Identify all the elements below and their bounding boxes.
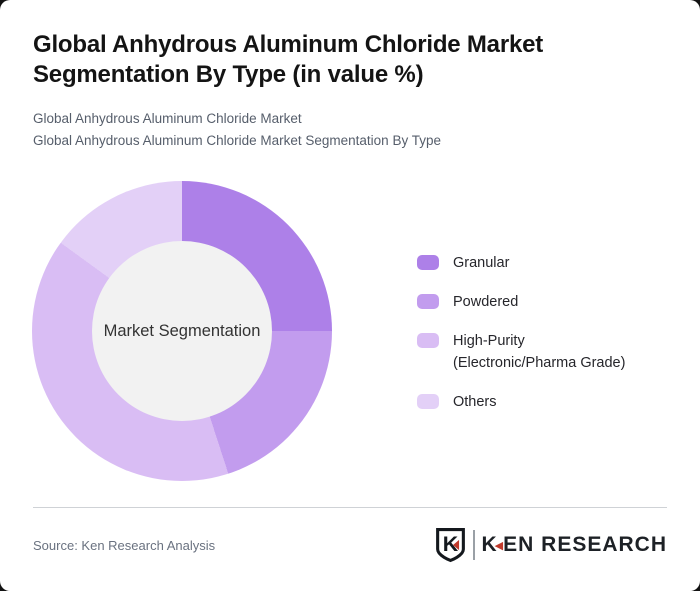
donut-center-label: Market Segmentation — [103, 321, 261, 340]
subtitle-line2: Global Anhydrous Aluminum Chloride Marke… — [33, 133, 441, 148]
page-title-line1: Global Anhydrous Aluminum Chloride Marke… — [33, 31, 544, 58]
subtitle-line1: Global Anhydrous Aluminum Chloride Marke… — [33, 111, 302, 126]
brand-wordmark: K◀EN RESEARCH — [481, 533, 667, 556]
shield-badge-icon: K — [435, 528, 465, 563]
badge-red-triangle — [452, 539, 459, 551]
legend-item-powdered: Powdered — [417, 291, 625, 313]
page-title-line2: Segmentation By Type (in value %) — [33, 61, 424, 88]
subtitle-block: Global Anhydrous Aluminum Chloride Marke… — [33, 108, 441, 152]
legend: Granular Powdered High-Purity (Electronic/P… — [417, 252, 625, 413]
source-text: Source: Ken Research Analysis — [33, 538, 216, 553]
legend-label: Granular — [453, 255, 510, 271]
legend-item-granular: Granular — [417, 252, 625, 274]
donut-center: Market Segmentation — [92, 241, 272, 421]
ken-research-logo: K K◀EN RESEARCH — [435, 527, 668, 563]
legend-swatch — [417, 333, 439, 348]
legend-item-others: Others — [417, 391, 625, 413]
footer-divider — [33, 507, 667, 508]
legend-label: Others — [453, 394, 497, 410]
legend-sublabel: (Electronic/Pharma Grade) — [453, 355, 626, 371]
legend-item-high-purity: High-Purity (Electronic/Pharma Grade) — [417, 330, 625, 374]
donut-chart: Market Segmentation — [32, 181, 332, 481]
legend-swatch — [417, 255, 439, 270]
logo-divider — [472, 530, 475, 560]
legend-swatch — [417, 394, 439, 409]
brand-red-triangle: ◀ — [494, 540, 505, 552]
legend-label: Powdered — [453, 294, 519, 310]
legend-label: High-Purity (Electronic/Pharma Grade) — [453, 330, 625, 374]
legend-swatch — [417, 294, 439, 309]
page-title: Global Anhydrous Aluminum Chloride Marke… — [33, 30, 633, 90]
badge-letter: K — [442, 532, 458, 556]
